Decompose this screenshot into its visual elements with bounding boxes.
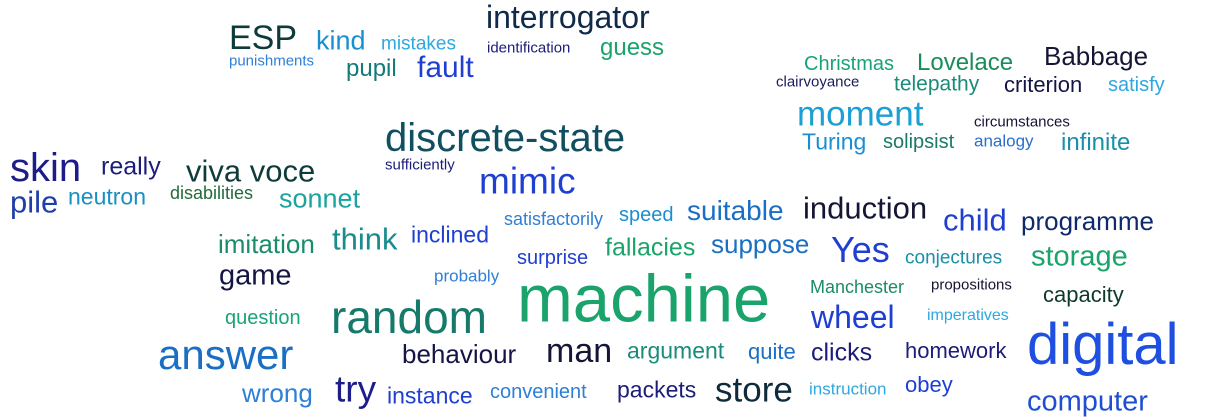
word-computer: computer: [1027, 385, 1148, 418]
word-disabilities: disabilities: [170, 183, 254, 203]
word-answer: answer: [158, 331, 294, 378]
word-clicks: clicks: [811, 338, 873, 367]
word-manchester: Manchester: [810, 277, 905, 297]
word-induction: induction: [803, 190, 928, 226]
word-capacity: capacity: [1043, 282, 1124, 307]
word-sonnet: sonnet: [279, 183, 361, 214]
word-imperatives: imperatives: [927, 307, 1009, 324]
word-pile: pile: [10, 184, 59, 220]
word-storage: storage: [1031, 240, 1128, 273]
word-inclined: inclined: [411, 221, 489, 248]
word-argument: argument: [627, 337, 725, 364]
word-christmas: Christmas: [804, 53, 895, 75]
word-identification: identification: [487, 39, 571, 57]
word-game: game: [219, 259, 292, 292]
word-packets: packets: [617, 376, 697, 403]
word-infinite: infinite: [1061, 129, 1131, 156]
word-babbage: Babbage: [1044, 41, 1149, 71]
word-mimic: mimic: [479, 160, 576, 202]
word-turing: Turing: [802, 128, 867, 155]
word-satisfy: satisfy: [1108, 74, 1165, 96]
word-wrong: wrong: [242, 378, 313, 408]
word-satisfactorily: satisfactorily: [504, 209, 604, 229]
word-fault: fault: [417, 51, 474, 84]
word-solipsist: solipsist: [883, 131, 955, 153]
word-quite: quite: [748, 339, 796, 364]
word-suppose: suppose: [711, 229, 810, 259]
word-store: store: [715, 370, 793, 410]
word-circumstances: circumstances: [974, 113, 1070, 131]
word-wheel: wheel: [811, 299, 895, 335]
word-pupil: pupil: [346, 55, 397, 82]
word-yes: Yes: [831, 229, 890, 270]
word-surprise: surprise: [517, 247, 589, 269]
word-instance: instance: [387, 382, 473, 409]
word-viva-voce: viva voce: [186, 153, 316, 189]
word-guess: guess: [600, 34, 665, 61]
word-conjectures: conjectures: [905, 247, 1003, 269]
word-criterion: criterion: [1004, 72, 1083, 97]
word-child: child: [943, 202, 1007, 238]
word-telepathy: telepathy: [894, 72, 980, 96]
word-think: think: [332, 221, 398, 257]
word-machine: machine: [517, 261, 771, 337]
word-neutron: neutron: [68, 183, 147, 210]
word-analogy: analogy: [974, 131, 1034, 151]
word-instruction: instruction: [809, 379, 887, 399]
word-homework: homework: [905, 338, 1007, 363]
word-speed: speed: [619, 204, 674, 226]
word-lovelace: Lovelace: [917, 49, 1014, 76]
word-esp: ESP: [229, 19, 298, 57]
word-moment: moment: [797, 94, 924, 134]
word-man: man: [546, 332, 613, 370]
word-digital: digital: [1027, 312, 1179, 377]
word-imitation: imitation: [218, 229, 315, 259]
word-obey: obey: [905, 372, 953, 397]
word-fallacies: fallacies: [605, 233, 696, 262]
word-convenient: convenient: [490, 381, 587, 403]
word-really: really: [101, 152, 161, 181]
word-interrogator: interrogator: [486, 0, 650, 35]
word-kind: kind: [316, 25, 366, 56]
word-suitable: suitable: [687, 195, 784, 226]
word-skin: skin: [10, 146, 82, 190]
word-sufficiently: sufficiently: [385, 156, 455, 174]
word-behaviour: behaviour: [402, 339, 517, 369]
word-probably: probably: [434, 266, 500, 286]
word-question: question: [225, 307, 301, 329]
word-discrete-state: discrete-state: [385, 116, 626, 160]
word-mistakes: mistakes: [381, 33, 456, 55]
word-programme: programme: [1021, 206, 1154, 236]
word-punishments: punishments: [229, 52, 315, 70]
word-try: try: [335, 368, 377, 410]
word-random: random: [331, 291, 487, 343]
word-propositions: propositions: [931, 276, 1012, 294]
word-clairvoyance: clairvoyance: [776, 73, 860, 91]
